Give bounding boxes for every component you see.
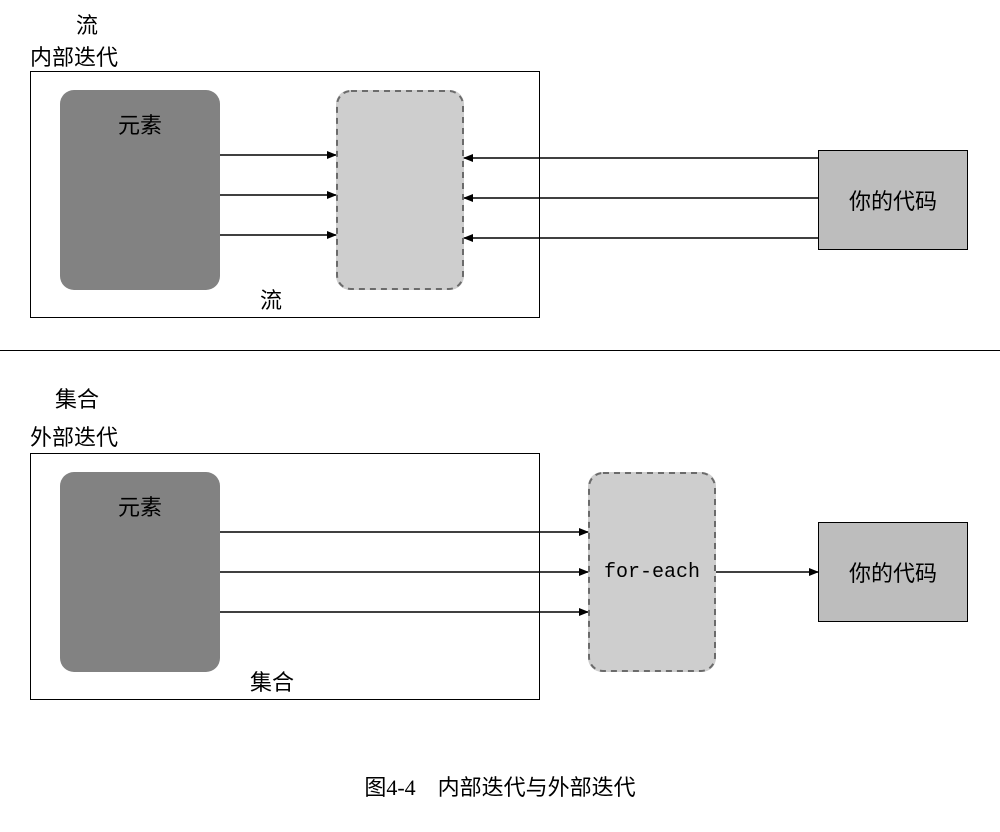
panel-divider [0, 350, 1000, 351]
top-code-label: 你的代码 [849, 184, 937, 216]
top-dashed-box [336, 90, 464, 290]
bottom-title-small: 集合 [55, 382, 99, 414]
top-element-box: 元素 [60, 90, 220, 290]
bottom-element-box: 元素 [60, 472, 220, 672]
bottom-code-box: 你的代码 [818, 522, 968, 622]
top-container-label: 流 [260, 283, 282, 315]
top-title-small: 流 [76, 8, 98, 40]
bottom-element-label: 元素 [118, 490, 162, 522]
bottom-code-label: 你的代码 [849, 556, 937, 588]
top-code-box: 你的代码 [818, 150, 968, 250]
diagram-canvas: 流 内部迭代 元素 流 你的代码 集合 外部迭代 元素 for-each 集合 … [0, 0, 1000, 832]
bottom-dashed-box: for-each [588, 472, 716, 672]
figure-caption: 图4-4 内部迭代与外部迭代 [0, 770, 1000, 802]
bottom-dashed-label: for-each [604, 561, 700, 584]
top-title-main: 内部迭代 [30, 40, 118, 72]
bottom-title-main: 外部迭代 [30, 420, 118, 452]
top-element-label: 元素 [118, 108, 162, 140]
bottom-container-label: 集合 [250, 665, 294, 697]
